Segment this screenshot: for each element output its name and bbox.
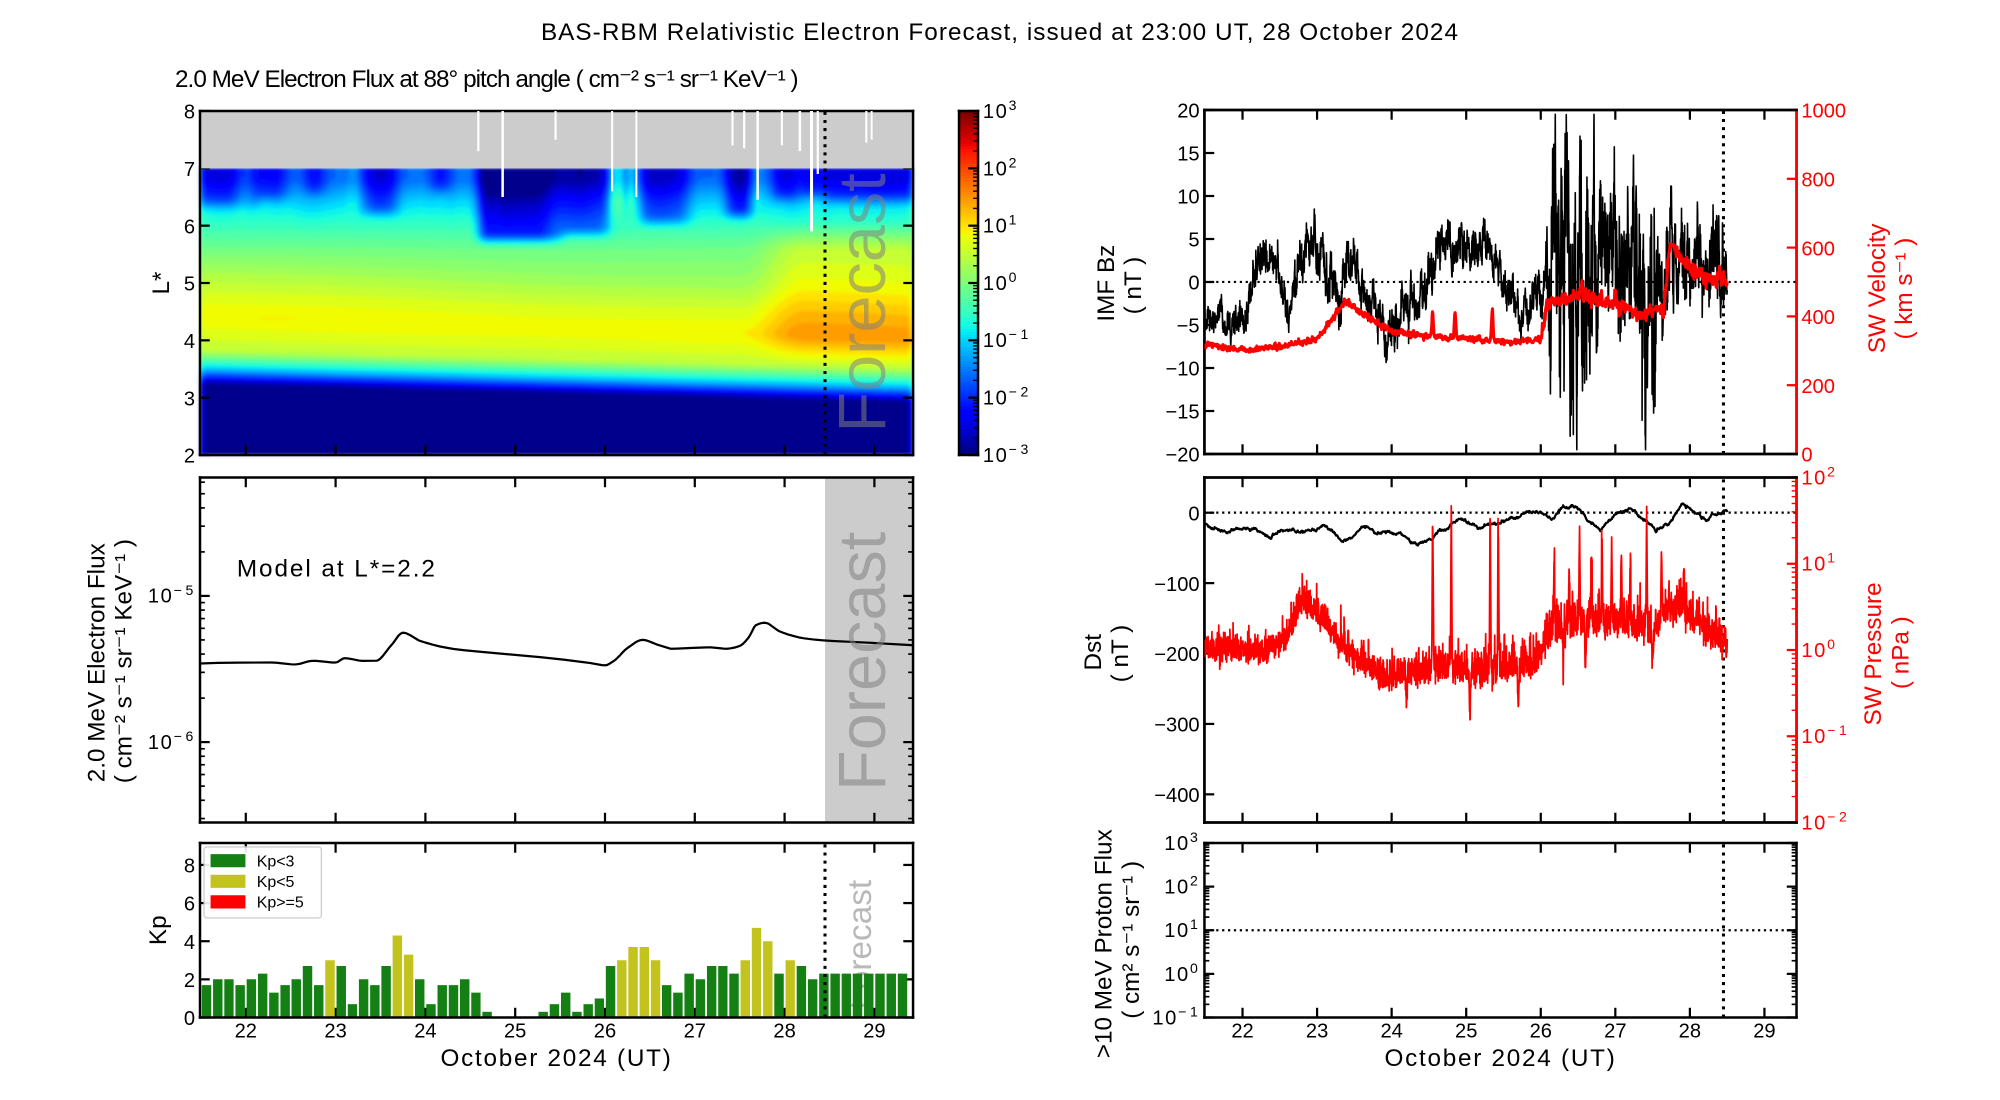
svg-text:4: 4 bbox=[184, 331, 195, 353]
svg-text:1 0 1: 1 0 1 bbox=[1164, 916, 1198, 942]
svg-text:−400: −400 bbox=[1154, 785, 1199, 807]
svg-text:1 0 0: 1 0 0 bbox=[1801, 636, 1835, 662]
svg-text:−15: −15 bbox=[1165, 402, 1199, 424]
svg-text:−10: −10 bbox=[1165, 359, 1199, 381]
svg-text:( nT ): ( nT ) bbox=[1120, 257, 1147, 315]
svg-text:29: 29 bbox=[863, 1021, 885, 1043]
svg-text:8: 8 bbox=[184, 102, 195, 124]
svg-text:2: 2 bbox=[184, 446, 195, 468]
svg-text:1 0 −: 1 0 − 2 bbox=[983, 377, 1029, 410]
svg-text:( cm² s⁻¹ sr⁻¹ ): ( cm² s⁻¹ sr⁻¹ ) bbox=[1118, 861, 1145, 1019]
svg-text:1 0 −: 1 0 − 6 bbox=[148, 721, 194, 754]
svg-text:BAS-RBM Relativistic Electron: BAS-RBM Relativistic Electron Forecast, … bbox=[541, 19, 1459, 46]
svg-text:SW Pressure: SW Pressure bbox=[1860, 582, 1887, 725]
svg-text:October 2024 (UT): October 2024 (UT) bbox=[1384, 1045, 1616, 1072]
svg-text:7: 7 bbox=[184, 159, 195, 181]
svg-text:20: 20 bbox=[1177, 101, 1199, 123]
svg-text:5: 5 bbox=[1188, 230, 1199, 252]
svg-text:10: 10 bbox=[1177, 187, 1199, 209]
svg-text:( cm⁻² s⁻¹ sr⁻¹ KeV⁻¹ ): ( cm⁻² s⁻¹ sr⁻¹ KeV⁻¹ ) bbox=[111, 539, 138, 783]
svg-text:23: 23 bbox=[324, 1021, 346, 1043]
svg-text:Forecast: Forecast bbox=[826, 173, 900, 433]
svg-text:Kp>=5: Kp>=5 bbox=[257, 894, 304, 911]
svg-text:0: 0 bbox=[1801, 445, 1812, 467]
svg-text:1 0 2: 1 0 2 bbox=[1801, 464, 1835, 490]
svg-text:22: 22 bbox=[235, 1021, 257, 1043]
svg-text:1 0 −: 1 0 − 5 bbox=[148, 575, 194, 608]
svg-text:1 0 1: 1 0 1 bbox=[1801, 550, 1835, 576]
svg-text:24: 24 bbox=[1380, 1021, 1402, 1043]
svg-text:200: 200 bbox=[1801, 376, 1835, 398]
svg-text:IMF Bz: IMF Bz bbox=[1093, 245, 1120, 322]
svg-text:October 2024 (UT): October 2024 (UT) bbox=[440, 1045, 672, 1072]
svg-text:>10 MeV Proton Flux: >10 MeV Proton Flux bbox=[1091, 829, 1118, 1058]
svg-text:0: 0 bbox=[1188, 273, 1199, 295]
svg-text:L*: L* bbox=[148, 271, 175, 295]
svg-text:23: 23 bbox=[1306, 1021, 1328, 1043]
svg-text:1 0 3: 1 0 3 bbox=[1164, 829, 1198, 855]
svg-text:Kp<3: Kp<3 bbox=[257, 853, 295, 870]
svg-text:1 0 −: 1 0 − 1 bbox=[983, 319, 1029, 352]
svg-text:15: 15 bbox=[1177, 144, 1199, 166]
svg-text:−300: −300 bbox=[1154, 715, 1199, 737]
svg-text:6: 6 bbox=[184, 216, 195, 238]
svg-text:SW Velocity: SW Velocity bbox=[1864, 223, 1891, 353]
svg-text:1000: 1000 bbox=[1801, 101, 1846, 123]
svg-text:26: 26 bbox=[1530, 1021, 1552, 1043]
svg-text:1 0 −: 1 0 − 3 bbox=[983, 434, 1029, 467]
svg-text:1 0 1: 1 0 1 bbox=[983, 212, 1017, 238]
svg-text:28: 28 bbox=[1679, 1021, 1701, 1043]
svg-text:( nT ): ( nT ) bbox=[1107, 625, 1134, 683]
svg-text:4: 4 bbox=[184, 932, 195, 954]
svg-text:1 0 −: 1 0 − 2 bbox=[1801, 802, 1847, 835]
svg-text:600: 600 bbox=[1801, 238, 1835, 260]
svg-text:800: 800 bbox=[1801, 169, 1835, 191]
svg-text:29: 29 bbox=[1753, 1021, 1775, 1043]
svg-text:25: 25 bbox=[1455, 1021, 1477, 1043]
svg-text:1 0 2: 1 0 2 bbox=[1164, 873, 1198, 899]
svg-text:1 0 3: 1 0 3 bbox=[983, 97, 1017, 123]
svg-text:1 0 0: 1 0 0 bbox=[983, 269, 1017, 295]
svg-text:27: 27 bbox=[1604, 1021, 1626, 1043]
svg-text:2.0 MeV Electron Flux: 2.0 MeV Electron Flux bbox=[83, 543, 110, 782]
svg-text:26: 26 bbox=[594, 1021, 616, 1043]
svg-text:Dst: Dst bbox=[1080, 634, 1107, 671]
svg-text:1 0 2: 1 0 2 bbox=[983, 154, 1017, 180]
svg-text:−200: −200 bbox=[1154, 644, 1199, 666]
svg-text:−5: −5 bbox=[1177, 316, 1200, 338]
svg-text:Kp<5: Kp<5 bbox=[257, 874, 295, 891]
svg-text:1 0 −: 1 0 − 1 bbox=[1152, 996, 1198, 1029]
svg-text:24: 24 bbox=[414, 1021, 436, 1043]
svg-text:Kp: Kp bbox=[145, 915, 172, 945]
svg-text:25: 25 bbox=[504, 1021, 526, 1043]
svg-text:−100: −100 bbox=[1154, 574, 1199, 596]
svg-text:28: 28 bbox=[773, 1021, 795, 1043]
svg-text:( km s⁻¹ ): ( km s⁻¹ ) bbox=[1891, 238, 1918, 340]
svg-text:6: 6 bbox=[184, 894, 195, 916]
svg-text:1 0 0: 1 0 0 bbox=[1164, 960, 1198, 986]
svg-text:2: 2 bbox=[184, 970, 195, 992]
svg-text:−20: −20 bbox=[1165, 445, 1199, 467]
svg-text:1 0 −: 1 0 − 1 bbox=[1801, 715, 1847, 748]
svg-text:( nPa ): ( nPa ) bbox=[1887, 616, 1914, 689]
svg-text:3: 3 bbox=[184, 388, 195, 410]
svg-text:22: 22 bbox=[1231, 1021, 1253, 1043]
svg-text:0: 0 bbox=[184, 1008, 195, 1030]
svg-text:Forecast: Forecast bbox=[826, 531, 900, 791]
svg-text:27: 27 bbox=[684, 1021, 706, 1043]
svg-text:2.0 MeV Electron Flux at 88° p: 2.0 MeV Electron Flux at 88° pitch angle… bbox=[175, 66, 798, 93]
svg-text:400: 400 bbox=[1801, 307, 1835, 329]
svg-text:5: 5 bbox=[184, 274, 195, 296]
svg-text:0: 0 bbox=[1188, 503, 1199, 525]
svg-text:8: 8 bbox=[184, 856, 195, 878]
svg-text:Model at L*=2.2: Model at L*=2.2 bbox=[237, 555, 437, 582]
